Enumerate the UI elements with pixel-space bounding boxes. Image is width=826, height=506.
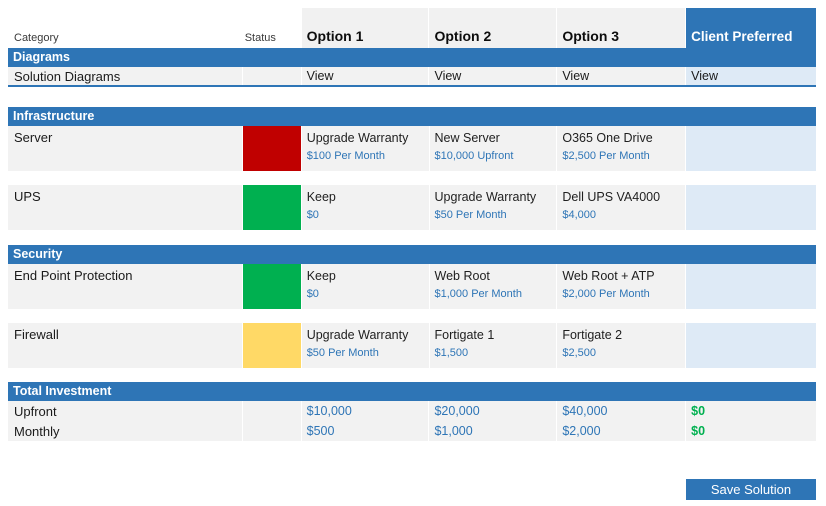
- option-name: New Server: [434, 131, 500, 145]
- status-cell-empty: [242, 67, 301, 85]
- total-value: $40,000: [557, 401, 686, 421]
- row-label: End Point Protection: [8, 264, 242, 309]
- save-solution-button[interactable]: Save Solution: [686, 479, 816, 500]
- option-name: O365 One Drive: [562, 131, 653, 145]
- status-column-header: Status: [244, 32, 276, 44]
- option-cell[interactable]: Fortigate 2 $2,500: [557, 323, 686, 368]
- row-label: Firewall: [8, 323, 242, 368]
- option-cell[interactable]: O365 One Drive $2,500 Per Month: [557, 126, 686, 171]
- client-preferred-cell: [686, 323, 816, 368]
- option-price: $2,500: [562, 347, 596, 359]
- option-price: $50 Per Month: [306, 347, 379, 359]
- solution-comparison-table: Category Status Option 1 Option 2 Option…: [8, 8, 816, 441]
- option-cell[interactable]: Upgrade Warranty $100 Per Month: [301, 126, 429, 171]
- option-cell[interactable]: Keep $0: [301, 185, 429, 230]
- option-price: $0: [306, 209, 319, 221]
- view-link-client-preferred[interactable]: View: [686, 67, 816, 85]
- option-2-column-header: Option 2: [429, 8, 557, 48]
- row-spacer: [8, 309, 816, 323]
- section-spacer: [8, 368, 816, 382]
- row-solution-diagrams: Solution Diagrams View View View View: [8, 67, 816, 87]
- option-price: $2,500 Per Month: [562, 150, 650, 162]
- status-cell-empty: [242, 421, 301, 441]
- option-cell[interactable]: Upgrade Warranty $50 Per Month: [301, 323, 429, 368]
- option-price: $100 Per Month: [306, 150, 385, 162]
- row-upfront-total: Upfront $10,000 $20,000 $40,000 $0: [8, 401, 816, 421]
- row-firewall: Firewall Upgrade Warranty $50 Per Month …: [8, 323, 816, 368]
- option-name: Upgrade Warranty: [306, 131, 409, 145]
- column-header-row: Category Status Option 1 Option 2 Option…: [8, 8, 816, 48]
- total-value: $500: [301, 421, 429, 441]
- row-label: Monthly: [8, 421, 242, 441]
- option-cell[interactable]: Fortigate 1 $1,500: [429, 323, 557, 368]
- row-spacer: [8, 171, 816, 185]
- option-price: $4,000: [562, 209, 596, 221]
- status-cell-empty: [242, 401, 301, 421]
- status-indicator: [242, 323, 301, 368]
- row-label: Server: [8, 126, 242, 171]
- option-1-column-header: Option 1: [301, 8, 429, 48]
- section-header-diagrams: Diagrams: [8, 48, 816, 67]
- client-preferred-total: $0: [686, 421, 816, 441]
- client-preferred-total: $0: [686, 401, 816, 421]
- footer: Save Solution: [8, 479, 816, 500]
- option-name: Fortigate 2: [562, 328, 623, 342]
- client-preferred-cell: [686, 264, 816, 309]
- option-cell[interactable]: Web Root $1,000 Per Month: [429, 264, 557, 309]
- section-header-total-investment: Total Investment: [8, 382, 816, 401]
- row-label: Solution Diagrams: [8, 67, 242, 85]
- total-value: $2,000: [557, 421, 686, 441]
- option-cell[interactable]: Dell UPS VA4000 $4,000: [557, 185, 686, 230]
- option-price: $2,000 Per Month: [562, 288, 650, 300]
- option-name: Web Root: [434, 269, 490, 283]
- option-name: Keep: [306, 269, 336, 283]
- option-cell[interactable]: New Server $10,000 Upfront: [429, 126, 557, 171]
- option-name: Web Root + ATP: [562, 269, 655, 283]
- row-monthly-total: Monthly $500 $1,000 $2,000 $0: [8, 421, 816, 441]
- total-value: $10,000: [301, 401, 429, 421]
- category-column-header: Category: [14, 32, 59, 44]
- option-price: $0: [306, 288, 319, 300]
- row-label: UPS: [8, 185, 242, 230]
- option-price: $1,000 Per Month: [434, 288, 522, 300]
- row-end-point-protection: End Point Protection Keep $0 Web Root $1…: [8, 264, 816, 309]
- row-label: Upfront: [8, 401, 242, 421]
- client-preferred-cell: [686, 185, 816, 230]
- view-link[interactable]: View: [429, 67, 557, 85]
- section-header-infrastructure: Infrastructure: [8, 107, 816, 126]
- status-indicator: [242, 185, 301, 230]
- total-value: $1,000: [429, 421, 557, 441]
- option-name: Fortigate 1: [434, 328, 495, 342]
- option-cell[interactable]: Upgrade Warranty $50 Per Month: [429, 185, 557, 230]
- option-3-column-header: Option 3: [557, 8, 686, 48]
- option-name: Upgrade Warranty: [306, 328, 409, 342]
- option-price: $50 Per Month: [434, 209, 507, 221]
- option-cell[interactable]: Web Root + ATP $2,000 Per Month: [557, 264, 686, 309]
- client-preferred-column-header: Client Preferred: [686, 8, 816, 48]
- view-link[interactable]: View: [301, 67, 429, 85]
- total-value: $20,000: [429, 401, 557, 421]
- option-price: $1,500: [434, 347, 469, 359]
- status-indicator: [242, 126, 301, 171]
- row-server: Server Upgrade Warranty $100 Per Month N…: [8, 126, 816, 171]
- option-name: Dell UPS VA4000: [562, 190, 661, 204]
- view-link[interactable]: View: [557, 67, 686, 85]
- section-spacer: [8, 87, 816, 107]
- section-header-security: Security: [8, 245, 816, 264]
- row-ups: UPS Keep $0 Upgrade Warranty $50 Per Mon…: [8, 185, 816, 230]
- status-indicator: [242, 264, 301, 309]
- client-preferred-cell: [686, 126, 816, 171]
- option-name: Keep: [306, 190, 336, 204]
- option-cell[interactable]: Keep $0: [301, 264, 429, 309]
- option-price: $10,000 Upfront: [434, 150, 514, 162]
- section-spacer: [8, 230, 816, 245]
- option-name: Upgrade Warranty: [434, 190, 537, 204]
